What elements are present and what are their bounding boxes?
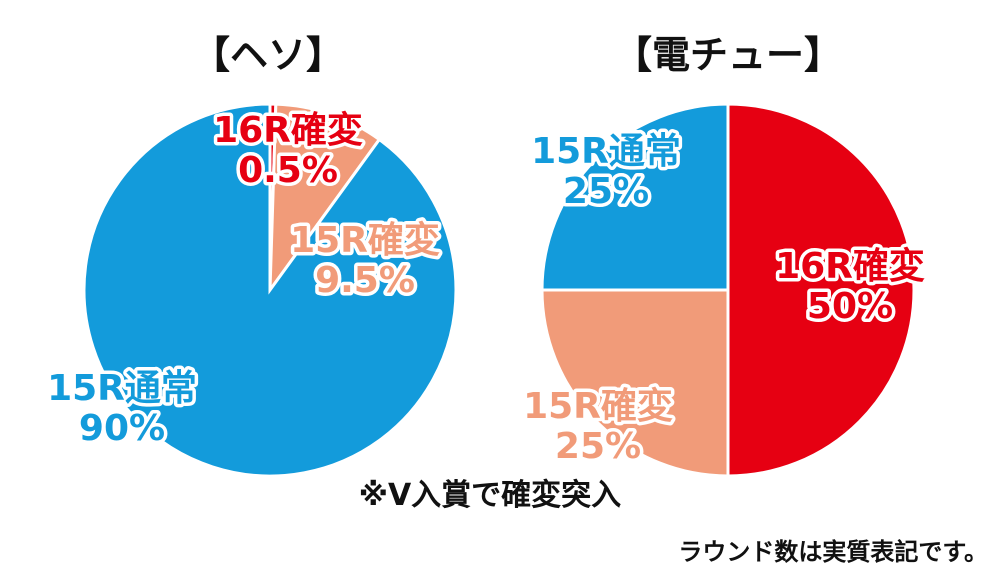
slice-label: 16R確変 0.5% xyxy=(213,109,363,191)
slice-label: 16R確変 50% xyxy=(775,245,925,327)
pie-slice xyxy=(82,102,458,478)
slice-label: 15R確変 9.5% xyxy=(290,219,440,301)
pie-slice xyxy=(726,102,916,478)
pie-slice xyxy=(268,102,382,295)
slice-label: 15R確変 25% xyxy=(523,385,673,467)
chart-title-heso: 【ヘソ】 xyxy=(192,33,344,77)
slice-label: 15R通常 90% xyxy=(47,368,197,449)
pie-heso xyxy=(82,102,458,478)
v-entry-note: ※V入賞で確変突入 xyxy=(359,478,621,513)
labels-heso: 16R確変 0.5% 15R確変 9.5% 15R通常 90% xyxy=(44,106,444,453)
pie-slice xyxy=(540,102,730,292)
slice-label: 15R通常 25% xyxy=(531,131,681,212)
chart-title-denchu: 【電チュー】 xyxy=(614,33,842,77)
round-count-note: ラウンド数は実質表記です。 xyxy=(678,538,988,566)
labels-denchu: 16R確変 50% 15R確変 25% 15R通常 25% xyxy=(520,128,929,471)
pie-denchu xyxy=(540,102,916,478)
pie-slice xyxy=(540,288,730,478)
